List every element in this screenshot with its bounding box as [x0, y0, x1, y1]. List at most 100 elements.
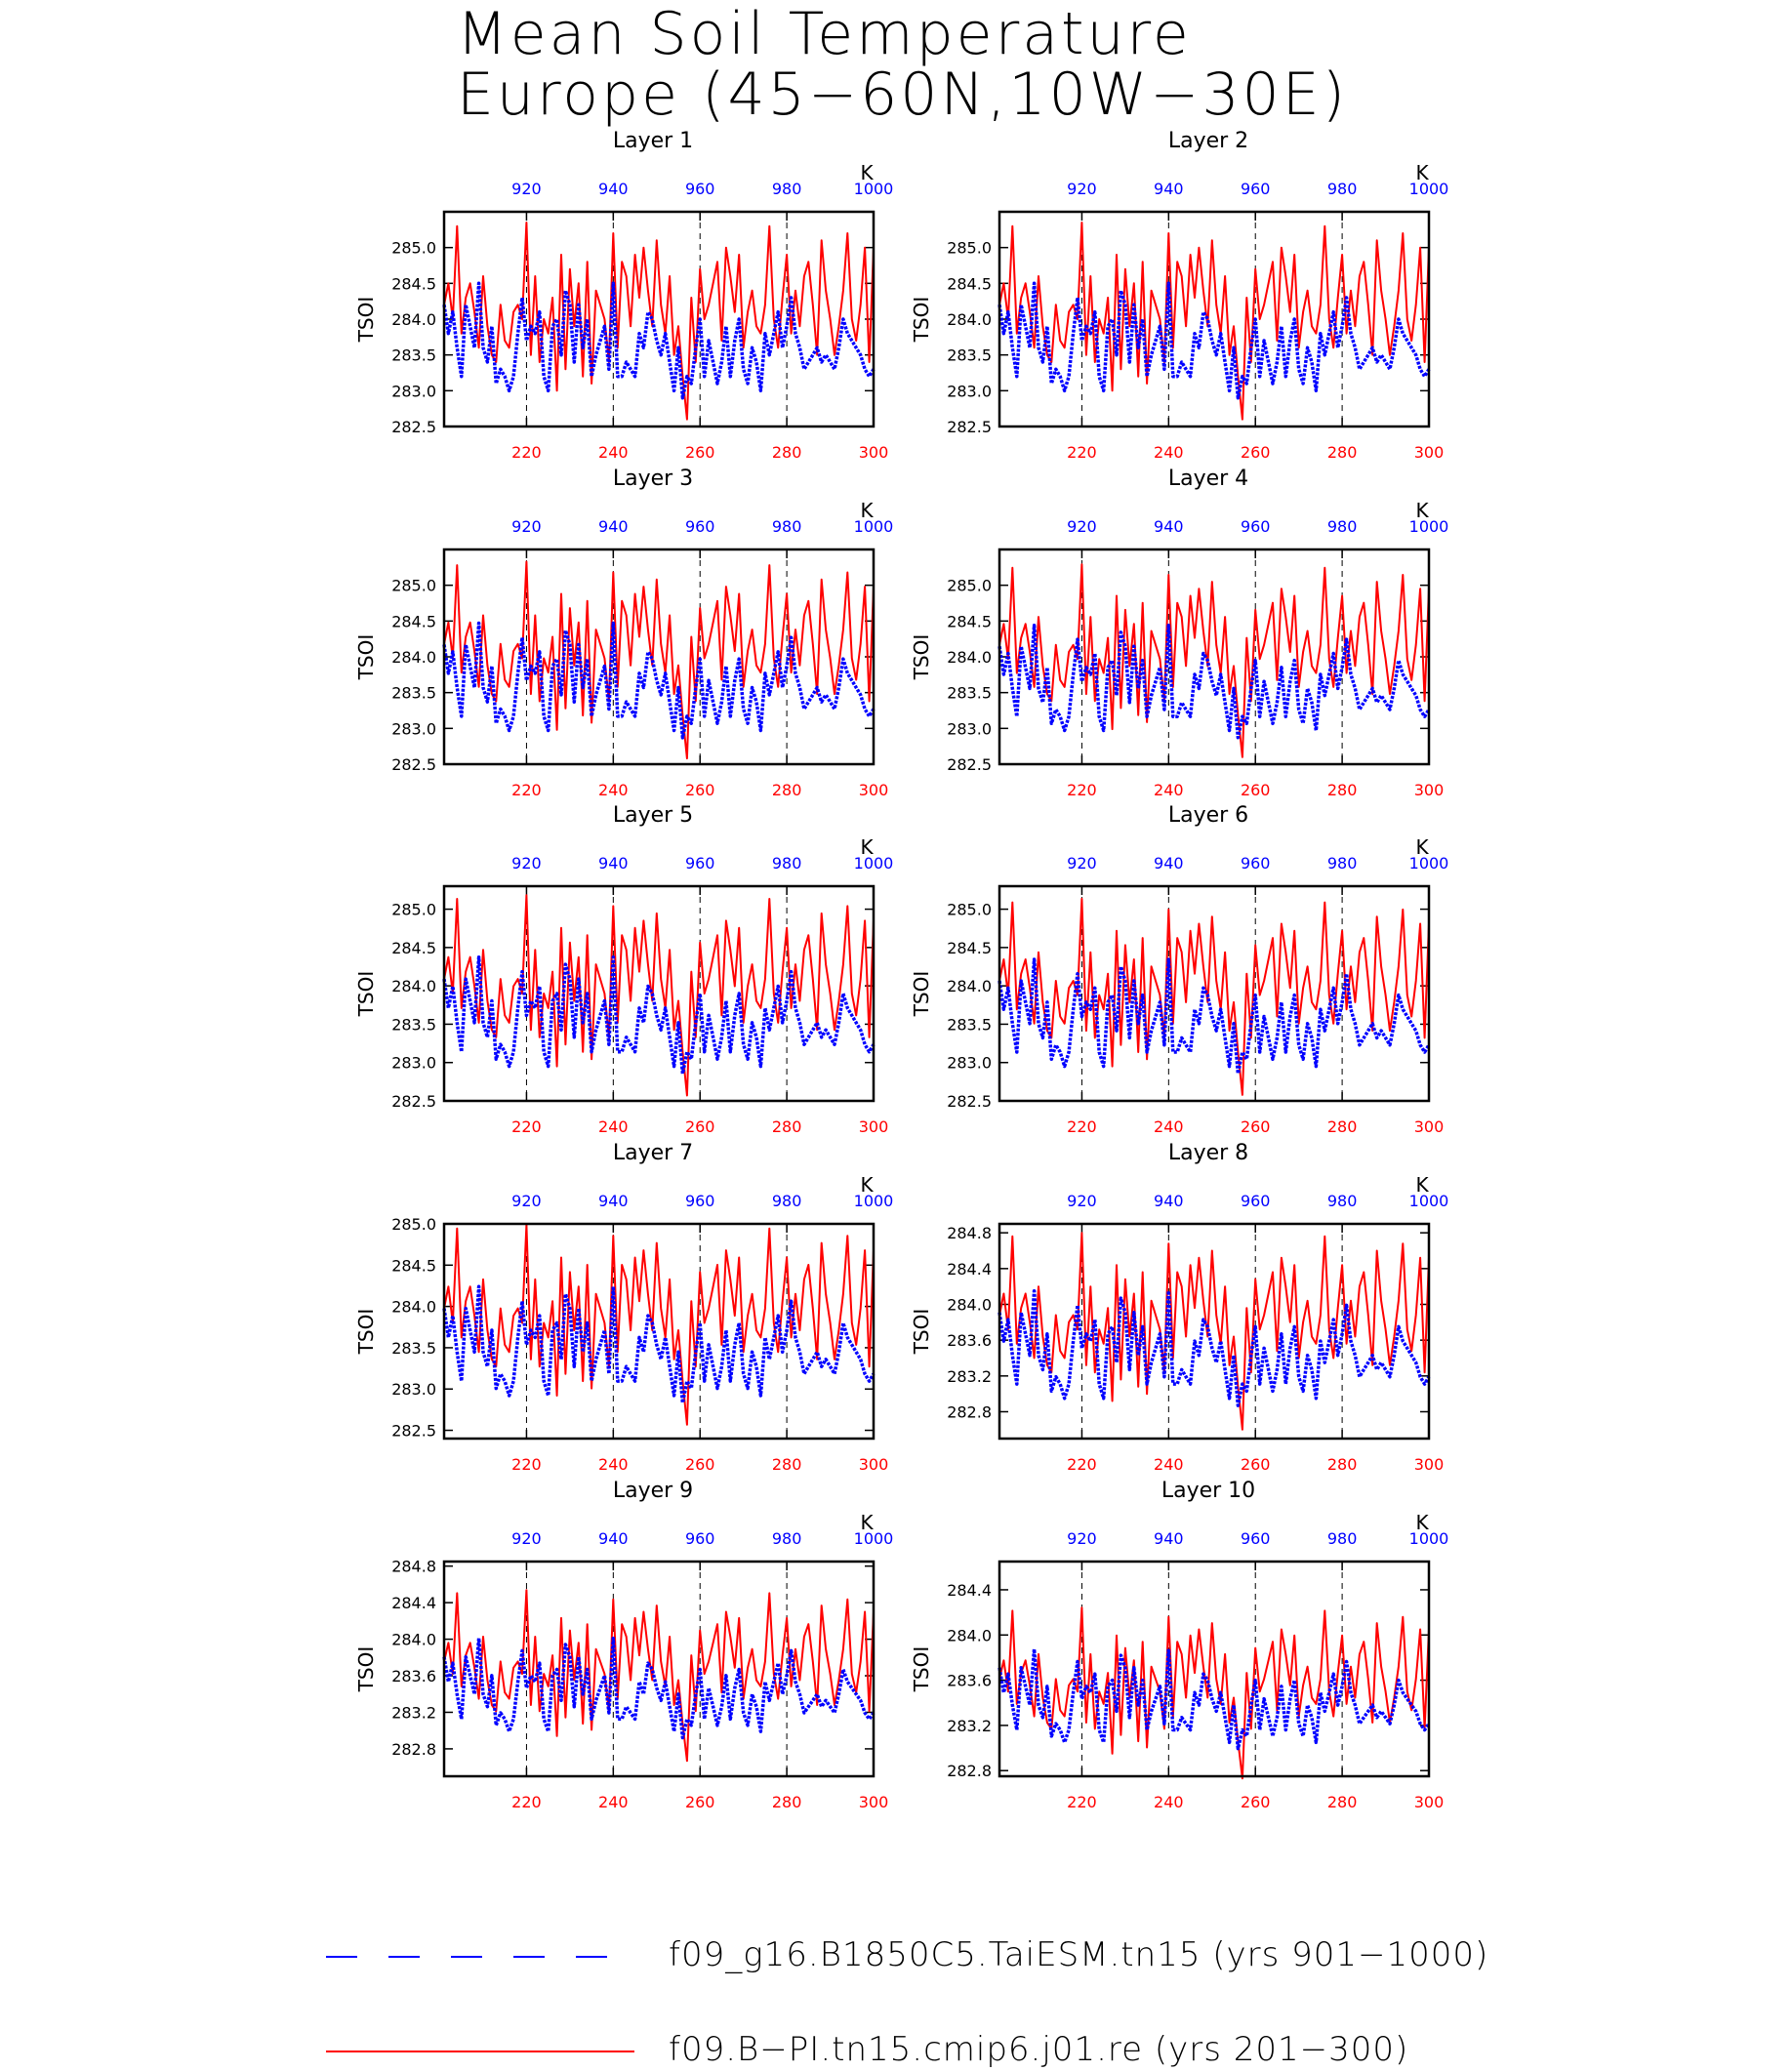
layer7-xtick-label: 220: [511, 1455, 542, 1474]
layer5-series-red: [443, 894, 875, 1097]
layer8-top-xtick-label: 920: [1067, 1192, 1097, 1210]
layer2-plot-frame: [998, 210, 1431, 428]
layer4-top-xtick-label: 920: [1067, 517, 1097, 536]
layer7-ytick-label: 282.5: [391, 1422, 436, 1441]
layer9-units-label: K: [860, 1511, 874, 1534]
layer1-series-blue: [442, 281, 876, 400]
layer3-series-red: [443, 560, 875, 760]
layer5-top-xtick-label: 960: [685, 854, 715, 873]
layer10-plot-frame: [998, 1560, 1431, 1778]
layer1-top-xtick-label: 940: [598, 180, 629, 198]
layer6-ytick-label: 284.0: [947, 977, 992, 995]
layer4-units-label: K: [1415, 499, 1429, 522]
layer1-top-xtick-label: 980: [772, 180, 802, 198]
layer6-ytick-label: 285.0: [947, 901, 992, 919]
layer8-title: Layer 8: [1168, 1141, 1248, 1165]
layer7-units-label: K: [860, 1173, 874, 1197]
layer2-units-label: K: [1415, 161, 1429, 184]
layer5-top-xtick-label: 1000: [854, 854, 894, 873]
layer5-ytick-label: 284.5: [391, 939, 436, 957]
layer9-ytick-label: 284.4: [391, 1594, 436, 1612]
layer4-ytick-label: 283.5: [947, 684, 992, 703]
layer9-ytick-label: 283.2: [391, 1703, 436, 1722]
layer6-ytick-label: 284.5: [947, 939, 992, 957]
layer9-xtick-label: 240: [598, 1793, 629, 1811]
layer1-title: Layer 1: [613, 129, 693, 153]
layer4-xtick-label: 220: [1067, 781, 1097, 799]
layer8-xtick-label: 240: [1154, 1455, 1184, 1474]
layer2-ytick-label: 282.5: [947, 418, 992, 436]
layer5-xtick-label: 300: [859, 1117, 889, 1136]
layer8-xtick-label: 260: [1241, 1455, 1271, 1474]
layer1-xtick-label: 300: [859, 443, 889, 462]
layer4-xtick-label: 260: [1241, 781, 1271, 799]
layer6-top-xtick-label: 960: [1241, 854, 1271, 873]
layer8-top-xtick-label: 1000: [1409, 1192, 1449, 1210]
legend-label-1: f09_g16.B1850C5.TaiESM.tn15 (yrs 901−100…: [669, 1935, 1488, 1974]
layer10-series-red: [998, 1606, 1430, 1780]
layer3-top-xtick-label: 1000: [854, 517, 894, 536]
layer2-top-xtick-label: 920: [1067, 180, 1097, 198]
layer1-plot-frame: [442, 210, 876, 428]
layer5-series-blue: [442, 954, 876, 1076]
layer4-title: Layer 4: [1168, 467, 1248, 491]
layer10-ytick-label: 284.0: [947, 1626, 992, 1645]
layer10-top-xtick-label: 1000: [1409, 1529, 1449, 1548]
layer3-top-xtick-label: 980: [772, 517, 802, 536]
layer8-plot-frame: [998, 1222, 1431, 1441]
layer2-top-xtick-label: 940: [1154, 180, 1184, 198]
layer9-xtick-label: 280: [772, 1793, 802, 1811]
layer1-top-xtick-label: 960: [685, 180, 715, 198]
layer6-ytick-label: 283.5: [947, 1015, 992, 1034]
layer3-plot-frame: [442, 548, 876, 766]
layer7-ytick-label: 284.5: [391, 1256, 436, 1275]
layer1-xtick-label: 260: [685, 443, 715, 462]
layer1-ylabel: TSOI: [354, 297, 378, 344]
layer10-ytick-label: 283.2: [947, 1717, 992, 1735]
layer8-ylabel: TSOI: [910, 1309, 933, 1356]
layer9-ytick-label: 282.8: [391, 1740, 436, 1759]
layer9-ytick-label: 283.6: [391, 1667, 436, 1685]
layer10-ytick-label: 283.6: [947, 1672, 992, 1690]
layer8-series-red: [998, 1232, 1430, 1431]
layer10-top-xtick-label: 920: [1067, 1529, 1097, 1548]
layer2-xtick-label: 300: [1414, 443, 1445, 462]
layer5-units-label: K: [860, 835, 874, 859]
layer7-ytick-label: 285.0: [391, 1215, 436, 1234]
layer8-ytick-label: 284.8: [947, 1224, 992, 1242]
chart-title-line-2: Europe (45−60N,10W−30E): [457, 61, 1349, 129]
layer2-title: Layer 2: [1168, 129, 1248, 153]
layer1-units-label: K: [860, 161, 874, 184]
legend-label-2: f09.B−PI.tn15.cmip6.j01.re (yrs 201−300): [669, 2030, 1408, 2069]
layer3-xtick-label: 280: [772, 781, 802, 799]
layer8-ytick-label: 283.2: [947, 1367, 992, 1386]
layer7-top-xtick-label: 1000: [854, 1192, 894, 1210]
layer6-ytick-label: 283.0: [947, 1054, 992, 1073]
layer2-xtick-label: 220: [1067, 443, 1097, 462]
layer8-ytick-label: 282.8: [947, 1403, 992, 1422]
layer9-series-red: [443, 1589, 875, 1763]
layer4-series-red: [998, 563, 1430, 758]
layer8-top-xtick-label: 980: [1327, 1192, 1358, 1210]
layer5-ytick-label: 285.0: [391, 901, 436, 919]
layer6-series-blue: [998, 957, 1431, 1076]
layer6-top-xtick-label: 940: [1154, 854, 1184, 873]
layer3-units-label: K: [860, 499, 874, 522]
layer3-xtick-label: 260: [685, 781, 715, 799]
layer10-top-xtick-label: 980: [1327, 1529, 1358, 1548]
layer7-top-xtick-label: 980: [772, 1192, 802, 1210]
layer4-ylabel: TSOI: [910, 634, 933, 681]
layer6-top-xtick-label: 920: [1067, 854, 1097, 873]
layer5-ytick-label: 284.0: [391, 977, 436, 995]
layer1-ytick-label: 284.5: [391, 274, 436, 293]
layer3-xtick-label: 220: [511, 781, 542, 799]
layer10-xtick-label: 260: [1241, 1793, 1271, 1811]
layer9-ytick-label: 284.0: [391, 1631, 436, 1649]
layer3-ytick-label: 284.0: [391, 648, 436, 667]
layer7-xtick-label: 240: [598, 1455, 629, 1474]
layer6-title: Layer 6: [1168, 803, 1248, 828]
layer6-xtick-label: 300: [1414, 1117, 1445, 1136]
layer4-xtick-label: 280: [1327, 781, 1358, 799]
layer4-series-blue: [998, 623, 1431, 740]
